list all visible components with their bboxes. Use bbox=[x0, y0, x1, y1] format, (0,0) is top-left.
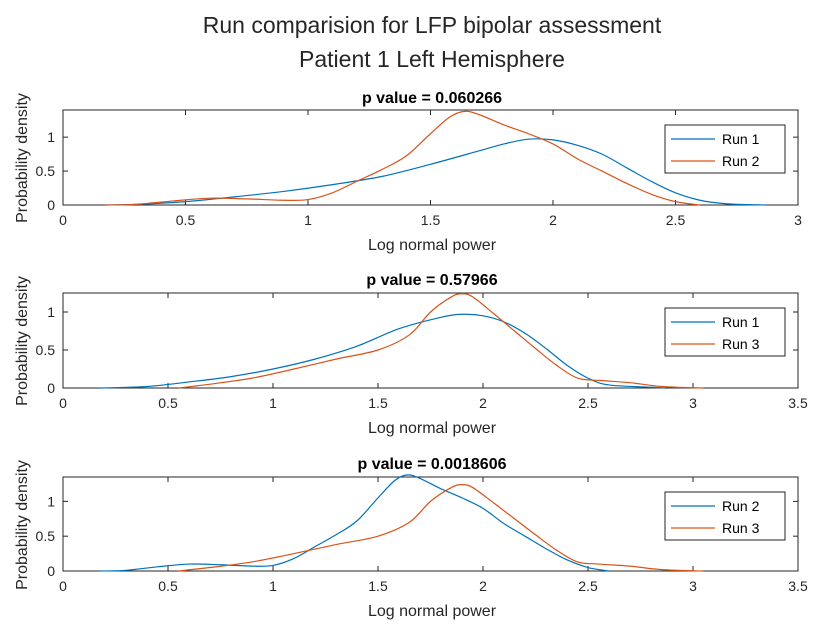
y-tick-label: 0 bbox=[47, 197, 55, 213]
x-tick-label: 2 bbox=[479, 578, 487, 594]
x-tick-label: 0 bbox=[59, 578, 67, 594]
x-tick-label: 3 bbox=[794, 212, 802, 228]
series-line-run-2 bbox=[98, 474, 610, 572]
x-tick-label: 0 bbox=[59, 395, 67, 411]
legend-label: Run 2 bbox=[722, 498, 760, 514]
x-tick-label: 2 bbox=[479, 395, 487, 411]
series-line-run-1 bbox=[98, 313, 666, 389]
x-tick-label: 3.5 bbox=[788, 395, 808, 411]
x-tick-label: 1.5 bbox=[368, 578, 388, 594]
legend-label: Run 2 bbox=[722, 153, 760, 169]
series-line-run-1 bbox=[104, 138, 767, 206]
y-axis-label: Probability density bbox=[14, 93, 31, 223]
series-line-run-2 bbox=[104, 110, 701, 206]
x-tick-label: 2.5 bbox=[578, 395, 598, 411]
x-tick-label: 2.5 bbox=[578, 578, 598, 594]
x-tick-label: 0.5 bbox=[158, 578, 178, 594]
x-tick-label: 1.5 bbox=[368, 395, 388, 411]
y-tick-label: 1 bbox=[47, 304, 55, 320]
subplot-2: p value = 0.57966 Log normal power Proba… bbox=[14, 272, 808, 437]
subplot-title: p value = 0.0018606 bbox=[358, 456, 507, 473]
legend-label: Run 1 bbox=[722, 131, 760, 147]
legend-box bbox=[664, 491, 786, 541]
subplot-1: p value = 0.060266 Log normal power Prob… bbox=[14, 90, 802, 254]
legend-box bbox=[664, 307, 786, 357]
x-tick-label: 3.5 bbox=[788, 578, 808, 594]
y-tick-label: 0.5 bbox=[36, 163, 56, 179]
y-tick-label: 0.5 bbox=[36, 528, 56, 544]
subplot-title: p value = 0.57966 bbox=[366, 272, 497, 289]
y-axis-label: Probability density bbox=[14, 460, 31, 590]
y-axis-label: Probability density bbox=[14, 276, 31, 406]
legend-label: Run 1 bbox=[722, 314, 760, 330]
x-axis-label: Log normal power bbox=[368, 237, 497, 254]
x-axis-label: Log normal power bbox=[368, 420, 497, 437]
subplot-3: p value = 0.0018606 Log normal power Pro… bbox=[14, 456, 808, 620]
x-tick-label: 2 bbox=[549, 212, 557, 228]
x-tick-label: 3 bbox=[689, 578, 697, 594]
x-tick-label: 2.5 bbox=[666, 212, 686, 228]
legend-label: Run 3 bbox=[722, 520, 760, 536]
figure-title-line1: Run comparision for LFP bipolar assessme… bbox=[203, 12, 662, 38]
x-tick-label: 1 bbox=[269, 395, 277, 411]
legend-label: Run 3 bbox=[722, 336, 760, 352]
series-line-run-3 bbox=[178, 484, 704, 572]
series-line-run-3 bbox=[178, 293, 704, 389]
x-tick-label: 0.5 bbox=[176, 212, 196, 228]
x-tick-label: 1.5 bbox=[421, 212, 441, 228]
x-axis-label: Log normal power bbox=[368, 603, 497, 620]
figure-title-line2: Patient 1 Left Hemisphere bbox=[299, 46, 565, 72]
x-tick-label: 0 bbox=[59, 212, 67, 228]
y-tick-label: 0.5 bbox=[36, 342, 56, 358]
y-tick-label: 0 bbox=[47, 380, 55, 396]
x-tick-label: 0.5 bbox=[158, 395, 178, 411]
subplot-title: p value = 0.060266 bbox=[362, 90, 502, 107]
legend-box bbox=[664, 124, 786, 174]
y-tick-label: 1 bbox=[47, 493, 55, 509]
y-tick-label: 1 bbox=[47, 129, 55, 145]
y-tick-label: 0 bbox=[47, 563, 55, 579]
x-tick-label: 1 bbox=[304, 212, 312, 228]
x-tick-label: 1 bbox=[269, 578, 277, 594]
x-tick-label: 3 bbox=[689, 395, 697, 411]
